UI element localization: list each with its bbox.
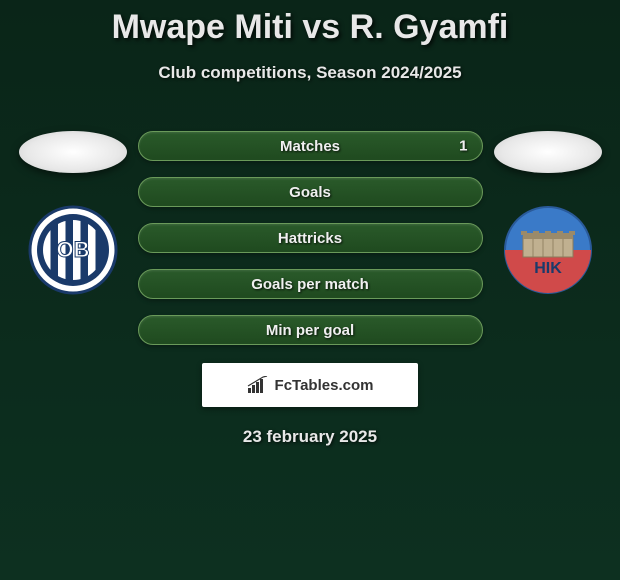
stat-label: Goals per match	[251, 276, 369, 293]
club-right-text: HIK	[534, 260, 562, 277]
player-right-avatar-placeholder	[494, 131, 602, 173]
stat-value-right: 1	[459, 138, 467, 155]
stat-label: Goals	[289, 184, 331, 201]
player-right-column: HIK	[493, 131, 603, 295]
stat-label: Hattricks	[278, 230, 342, 247]
stat-row-goals-per-match: Goals per match	[138, 269, 483, 299]
stat-label: Matches	[280, 138, 340, 155]
attribution-badge[interactable]: FcTables.com	[202, 363, 418, 407]
stat-row-hattricks: Hattricks	[138, 223, 483, 253]
date-label: 23 february 2025	[0, 427, 620, 447]
stat-row-min-per-goal: Min per goal	[138, 315, 483, 345]
player-left-column: OB	[18, 131, 128, 295]
club-left-badge: OB	[28, 205, 118, 295]
chart-icon	[247, 376, 269, 394]
club-left-text: OB	[56, 237, 89, 262]
stat-label: Min per goal	[266, 322, 354, 339]
player-left-avatar-placeholder	[19, 131, 127, 173]
page-subtitle: Club competitions, Season 2024/2025	[0, 63, 620, 83]
comparison-area: OB Matches 1 Goals Hattricks Goals per m…	[0, 131, 620, 345]
stat-row-matches: Matches 1	[138, 131, 483, 161]
stat-row-goals: Goals	[138, 177, 483, 207]
stats-column: Matches 1 Goals Hattricks Goals per matc…	[138, 131, 483, 345]
attribution-text: FcTables.com	[275, 377, 374, 394]
club-right-badge: HIK	[503, 205, 593, 295]
page-title: Mwape Miti vs R. Gyamfi	[0, 0, 620, 47]
